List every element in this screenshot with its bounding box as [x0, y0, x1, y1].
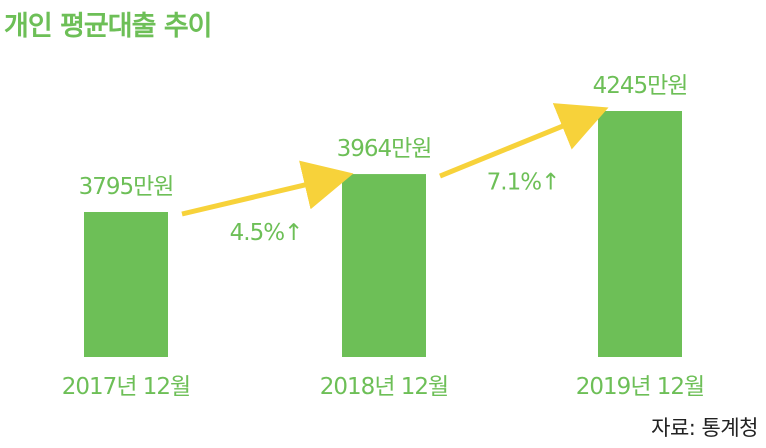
bar-1	[84, 212, 168, 357]
labels-layer: 3795만원 2017년 12월 3964만원 2018년 12월 4245만원 2019…	[62, 73, 705, 400]
bar-3	[598, 111, 682, 357]
category-label-3: 2019년 12월	[576, 374, 704, 400]
category-label-1: 2017년 12월	[62, 374, 190, 400]
source-note: 자료: 통계청	[651, 416, 758, 440]
bar-2	[342, 174, 426, 357]
growth-label-1: 4.5%↑	[230, 220, 303, 246]
category-label-2: 2018년 12월	[320, 374, 448, 400]
value-label-2: 3964만원	[337, 136, 432, 162]
growth-arrow-2	[439, 103, 609, 179]
chart-title: 개인 평균대출 추이	[4, 11, 213, 42]
growth-arrow-1	[181, 160, 354, 217]
value-label-3: 4245만원	[593, 73, 688, 99]
bars-layer	[84, 111, 682, 357]
growth-arrows-layer	[181, 103, 609, 217]
value-label-1: 3795만원	[79, 174, 174, 200]
growth-label-2: 7.1%↑	[487, 170, 560, 196]
